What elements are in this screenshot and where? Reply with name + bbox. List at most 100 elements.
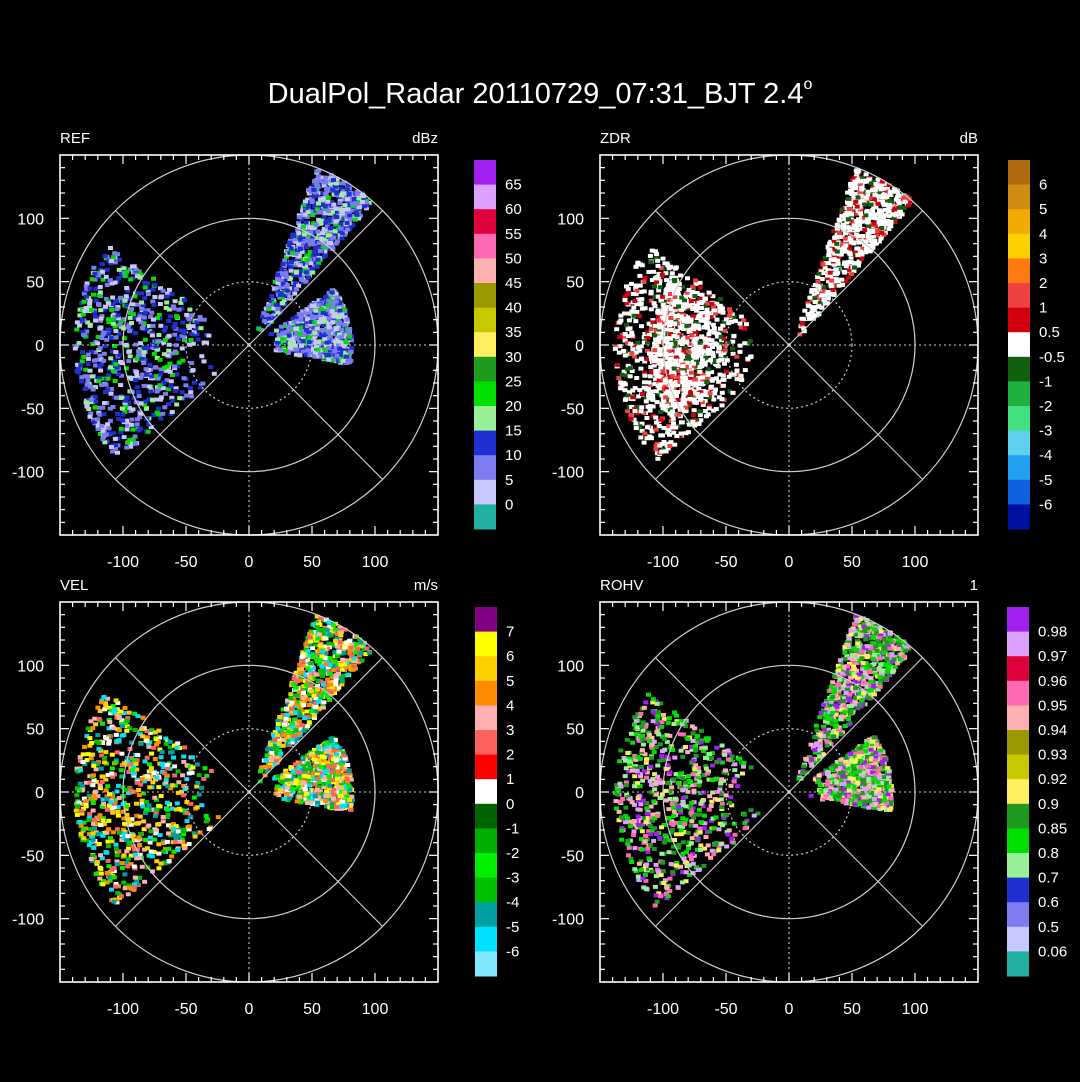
colorbar-swatch <box>1007 877 1029 903</box>
colorbar-swatch <box>474 430 496 456</box>
figure-title-text: DualPol_Radar 20110729_07:31_BJT 2.4 <box>267 78 804 110</box>
colorbar-swatch <box>475 902 497 928</box>
azimuth-spoke <box>655 210 790 346</box>
colorbar-swatch <box>1007 680 1029 706</box>
colorbar-swatch <box>1008 406 1030 432</box>
colorbar-label: 6 <box>506 648 514 665</box>
colorbar-swatch <box>474 406 496 432</box>
x-tick-label: 0 <box>785 554 794 571</box>
colorbar-swatch <box>1008 233 1030 259</box>
y-tick-label: 0 <box>35 785 44 802</box>
tick-marks <box>600 602 978 982</box>
colorbar-label: 5 <box>505 472 513 489</box>
colorbar-swatch <box>474 332 496 358</box>
colorbar-swatch <box>1007 926 1029 952</box>
y-tick-label: -100 <box>552 912 584 929</box>
x-tick-label: -50 <box>174 554 197 571</box>
x-tick-label: -50 <box>174 1001 197 1018</box>
colorbar-label: 0.5 <box>1039 324 1060 341</box>
colorbar-label: 0.96 <box>1038 673 1067 690</box>
colorbar-swatch <box>475 680 497 706</box>
colorbar-swatch <box>475 803 497 829</box>
colorbar-label: 7 <box>506 624 514 641</box>
azimuth-spoke <box>248 791 383 927</box>
azimuth-spoke <box>788 344 923 480</box>
x-tick-label: 50 <box>303 554 321 571</box>
echo-eastern-cluster <box>272 736 355 812</box>
colorbar-swatch <box>475 951 497 977</box>
unit-label: dBz <box>412 130 438 147</box>
colorbar-label: 30 <box>505 349 522 366</box>
colorbar-swatch <box>1007 730 1029 756</box>
y-tick-label: 100 <box>557 658 584 675</box>
y-tick-label: -100 <box>12 465 44 482</box>
echo-western-mass <box>73 695 221 905</box>
radar-echoes <box>73 614 373 905</box>
colorbar-swatch <box>1007 656 1029 682</box>
echo-northeast-band <box>796 614 912 781</box>
colorbar-swatch <box>1008 504 1030 530</box>
colorbar-swatch <box>1008 332 1030 358</box>
colorbar-swatch <box>474 283 496 309</box>
echo-western-mass <box>613 692 761 908</box>
colorbar-swatch <box>474 209 496 235</box>
x-tick-label: -100 <box>107 1001 139 1018</box>
unit-label: m/s <box>414 577 438 594</box>
y-tick-label: 0 <box>575 338 584 355</box>
y-tick-label: 50 <box>566 722 584 739</box>
colorbar-label: -3 <box>1039 423 1052 440</box>
y-tick-label: 100 <box>17 211 44 228</box>
variable-label: VEL <box>60 577 88 594</box>
y-tick-label: -100 <box>552 465 584 482</box>
x-tick-label: 0 <box>245 1001 254 1018</box>
colorbar-label: 5 <box>1039 201 1047 218</box>
range-ring <box>185 281 313 409</box>
colorbar-swatch <box>474 233 496 259</box>
colorbar-label: 0.85 <box>1038 820 1067 837</box>
panel-zdr: -100 -50 0 50 100 100 50 0 -50 -100 ZDR dB 6 5 4 3 2 1 0.5… <box>552 130 1065 571</box>
colorbar-swatch <box>1007 705 1029 731</box>
colorbar-label: -1 <box>1039 373 1052 390</box>
colorbar-label: 0.92 <box>1038 771 1067 788</box>
colorbar-label: -2 <box>1039 398 1052 415</box>
colorbar-swatch <box>475 656 497 682</box>
colorbar-swatch <box>1008 356 1030 382</box>
colorbar-label: 6 <box>1039 177 1047 194</box>
azimuth-spoke <box>655 791 790 927</box>
colorbar-label: 20 <box>505 398 522 415</box>
y-tick-label: 100 <box>17 658 44 675</box>
radar-echoes <box>613 614 912 908</box>
colorbar-label: 60 <box>505 201 522 218</box>
azimuth-spoke <box>655 344 790 480</box>
colorbar-swatch <box>474 381 496 407</box>
colorbar-swatch <box>1007 828 1029 854</box>
x-tick-label: 100 <box>362 554 389 571</box>
unit-label: 1 <box>970 577 978 594</box>
colorbar-swatch <box>1008 430 1030 456</box>
x-tick-label: 50 <box>843 554 861 571</box>
colorbar-label: -6 <box>1039 496 1052 513</box>
colorbar-label: 5 <box>506 673 514 690</box>
colorbar-swatch <box>1008 479 1030 505</box>
colorbar-label: 0 <box>505 496 513 513</box>
azimuth-spoke <box>115 210 250 346</box>
echo-western-mass <box>72 246 217 455</box>
echo-northeast-band <box>257 614 373 784</box>
colorbar-label: 2 <box>1039 275 1047 292</box>
colorbar-swatch <box>474 356 496 382</box>
colorbar-swatch <box>1007 853 1029 879</box>
colorbar-swatch <box>1008 160 1030 186</box>
colorbar-label: 0.5 <box>1038 919 1059 936</box>
range-ring <box>725 281 853 409</box>
range-ring <box>185 728 313 856</box>
echo-northeast-band <box>256 168 372 332</box>
colorbar-label: 0.93 <box>1038 747 1067 764</box>
x-tick-label: 0 <box>245 554 254 571</box>
y-tick-label: 0 <box>575 785 584 802</box>
tick-marks <box>60 155 438 535</box>
echo-eastern-cluster <box>268 288 355 365</box>
colorbar-swatch <box>475 631 497 657</box>
